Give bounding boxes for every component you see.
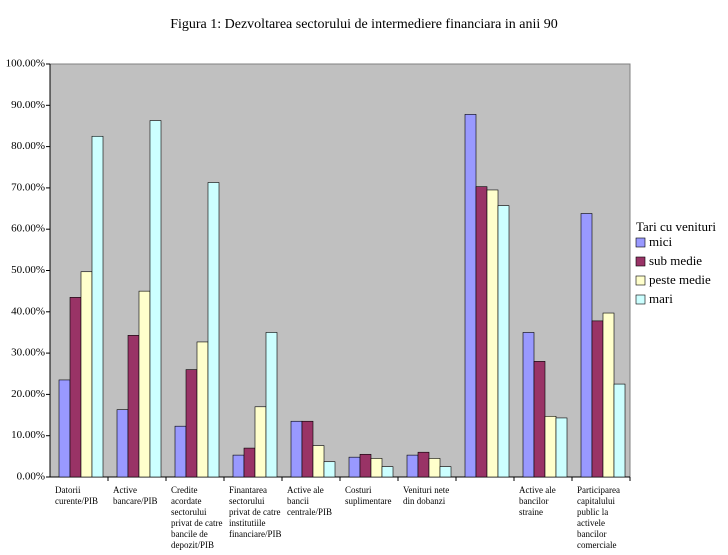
legend-swatch [635, 275, 646, 286]
bar [323, 461, 336, 478]
bar [69, 297, 82, 478]
bar [417, 451, 430, 478]
bar [185, 369, 198, 478]
legend-swatch [635, 237, 646, 248]
legend-label: sub medie [649, 253, 702, 268]
bar [265, 332, 278, 478]
legend-label: mari [649, 291, 673, 306]
y-tick-label: 60.00% [11, 223, 45, 235]
bar [522, 332, 535, 478]
x-tick-label: Finantarea sectorului privat de catre in… [229, 485, 282, 539]
bar [580, 213, 593, 478]
x-tick-label: Credite acordate sectorului privat de ca… [171, 485, 223, 550]
bar [555, 417, 568, 478]
y-tick-label: 90.00% [11, 99, 45, 111]
bar [475, 186, 488, 478]
x-tick-label: Active bancare/PIB [113, 485, 158, 506]
bar [464, 114, 477, 478]
x-tick-label: Venituri nete din dobanzi [403, 485, 450, 506]
y-tick-label: 70.00% [11, 181, 45, 193]
bar [428, 458, 441, 478]
bar [116, 409, 129, 478]
bar [381, 466, 394, 478]
legend-label: mici [649, 234, 672, 249]
y-tick-label: 50.00% [11, 264, 45, 276]
bar [80, 271, 93, 478]
bar [533, 361, 546, 478]
y-tick-label: 30.00% [11, 347, 45, 359]
bar [602, 312, 615, 478]
bar [370, 458, 383, 478]
bar [174, 425, 187, 478]
bar [149, 120, 162, 478]
y-tick-label: 20.00% [11, 388, 45, 400]
bar [613, 383, 626, 478]
x-tick-label: Costuri suplimentare [345, 485, 392, 506]
y-tick-label: 100.00% [6, 58, 45, 70]
y-tick-label: 40.00% [11, 305, 45, 317]
x-tick-label: Datorii curente/PIB [55, 485, 98, 506]
chart-title: Figura 1: Dezvoltarea sectorului de inte… [170, 17, 558, 32]
bar [439, 466, 452, 478]
bar [196, 341, 209, 478]
bar [312, 445, 325, 478]
bar [91, 135, 104, 478]
bar [127, 335, 140, 478]
bar [232, 454, 245, 478]
bar [243, 447, 256, 478]
bar [486, 189, 499, 478]
bar [290, 420, 303, 478]
legend-label: peste medie [649, 272, 711, 287]
bar [406, 454, 419, 478]
y-tick-label: 80.00% [11, 140, 45, 152]
legend-swatch [635, 294, 646, 305]
bar [254, 406, 267, 478]
y-tick-label: 10.00% [11, 429, 45, 441]
bar [591, 320, 604, 478]
bar [207, 182, 220, 478]
bar [58, 379, 71, 478]
legend-title: Tari cu venituri [636, 219, 716, 234]
bar [497, 205, 510, 478]
x-tick-label: Participarea capitalului public la activ… [577, 485, 620, 550]
bar [544, 415, 557, 478]
bar [301, 420, 314, 478]
bar [359, 453, 372, 478]
bar [348, 456, 361, 478]
legend-swatch [635, 256, 646, 267]
bar [138, 290, 151, 478]
x-tick-label: Active ale bancilor straine [519, 485, 556, 517]
x-tick-label: Active ale bancii centrale/PIB [287, 485, 332, 517]
y-tick-label: 0.00% [17, 471, 45, 483]
